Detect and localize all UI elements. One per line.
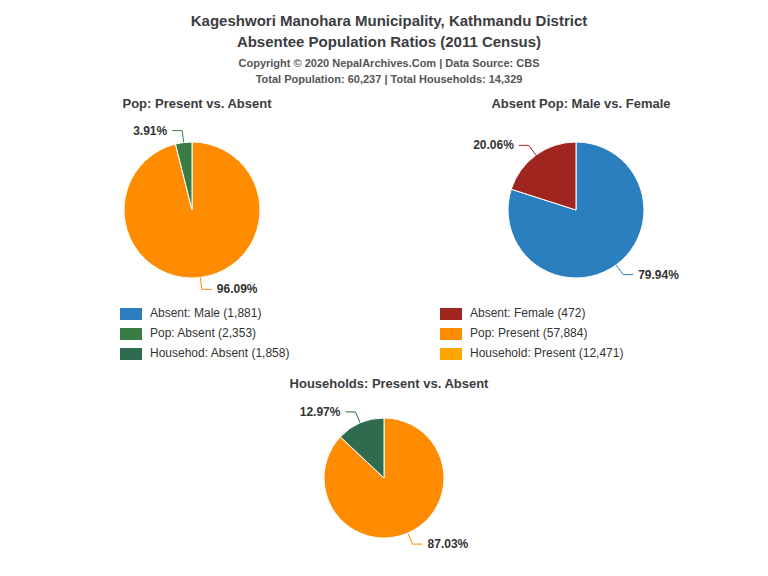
svg-text:12.97%: 12.97% [300,405,341,419]
svg-text:Absent Pop: Male vs. Female: Absent Pop: Male vs. Female [491,96,670,111]
svg-text:Household: Present (12,471): Household: Present (12,471) [470,346,623,360]
svg-text:20.06%: 20.06% [473,138,514,152]
svg-text:87.03%: 87.03% [428,537,469,551]
svg-text:Total Population: 60,237 | Tot: Total Population: 60,237 | Total Househo… [256,73,523,85]
svg-text:96.09%: 96.09% [217,282,258,296]
svg-text:3.91%: 3.91% [133,124,167,138]
svg-text:Kageshwori Manohara Municipali: Kageshwori Manohara Municipality, Kathma… [191,12,587,29]
svg-text:Pop: Absent (2,353): Pop: Absent (2,353) [150,326,256,340]
svg-text:Househod: Absent (1,858): Househod: Absent (1,858) [150,346,289,360]
svg-text:Households: Present vs. Absent: Households: Present vs. Absent [290,376,490,391]
svg-text:Pop: Present vs. Absent: Pop: Present vs. Absent [122,96,272,111]
svg-text:Absent: Male (1,881): Absent: Male (1,881) [150,306,261,320]
svg-text:Absent: Female (472): Absent: Female (472) [470,306,585,320]
svg-text:Absentee Population Ratios (20: Absentee Population Ratios (2011 Census) [237,33,541,50]
svg-text:Pop: Present (57,884): Pop: Present (57,884) [470,326,587,340]
svg-text:79.94%: 79.94% [638,268,679,282]
svg-text:Copyright © 2020 NepalArchives: Copyright © 2020 NepalArchives.Com | Dat… [239,57,540,69]
